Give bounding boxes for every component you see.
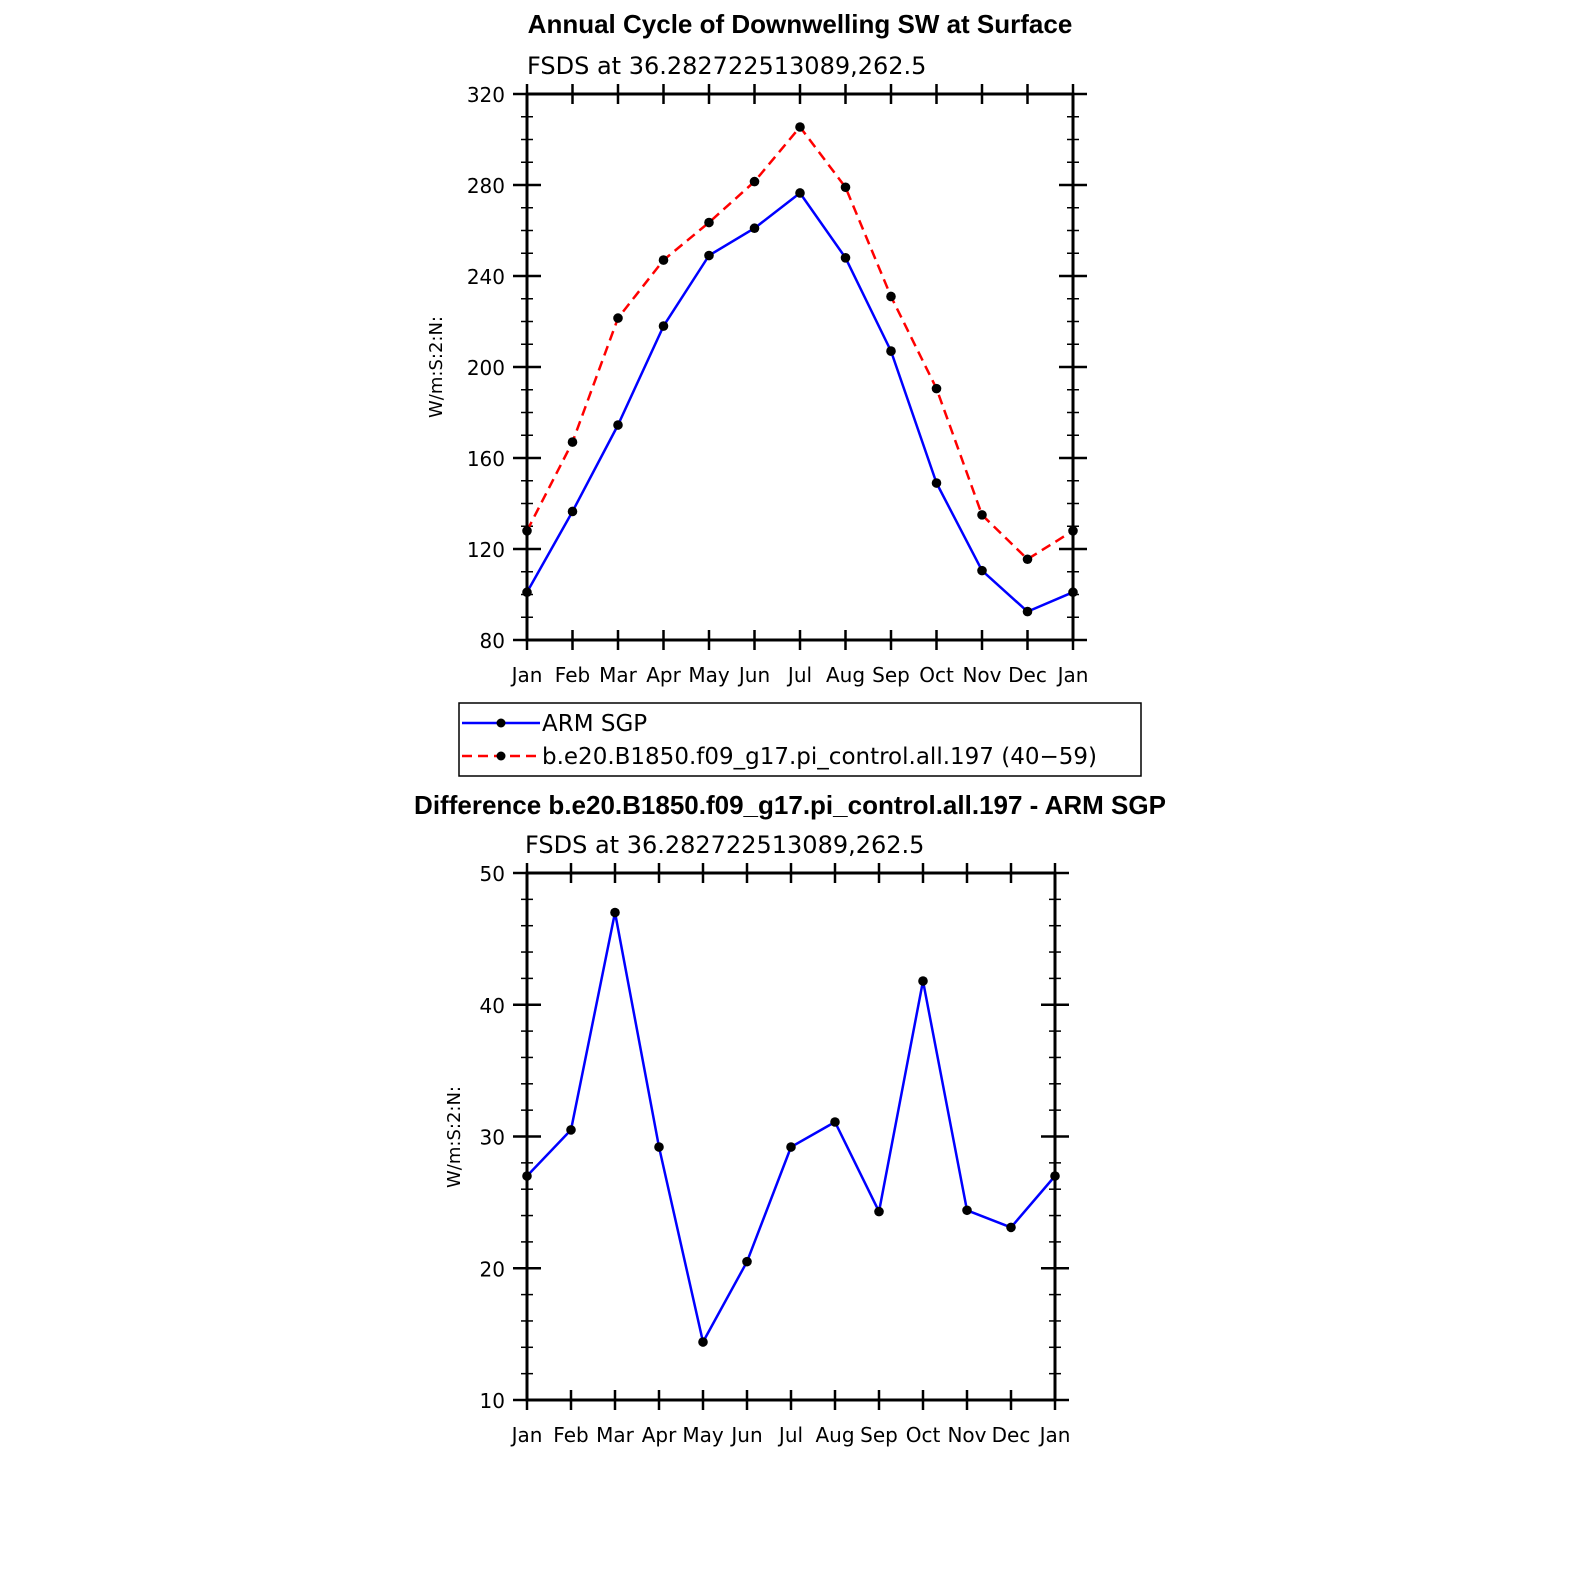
difference-chart: Difference b.e20.B1850.f09_g17.pi_contro… <box>414 790 1166 1447</box>
data-point <box>977 510 987 520</box>
data-point <box>567 506 578 517</box>
data-point <box>830 1117 840 1127</box>
plot-frame <box>525 871 1057 1402</box>
data-point <box>566 1125 576 1135</box>
series-line-0 <box>526 911 1056 1344</box>
chart-subtitle: FSDS at 36.282722513089,262.5 <box>527 52 926 80</box>
plot-frame <box>525 92 1075 642</box>
x-tick-label: Apr <box>642 1423 677 1447</box>
chart-title: Annual Cycle of Downwelling SW at Surfac… <box>528 9 1073 39</box>
data-point <box>658 321 669 331</box>
x-tick-label: Mar <box>596 1423 635 1447</box>
y-tick-label: 50 <box>480 862 505 886</box>
legend-marker-arm-sgp <box>496 718 506 728</box>
legend-box <box>458 702 1142 777</box>
x-tick-label: Dec <box>1008 663 1047 687</box>
x-tick-label: Aug <box>815 1423 854 1447</box>
y-tick-label: 40 <box>480 994 505 1018</box>
x-tick-label: Mar <box>599 663 638 687</box>
y-tick-label: 240 <box>467 265 505 289</box>
data-point <box>962 1205 972 1216</box>
y-tick-labels: 10 20 30 40 50 <box>480 862 505 1413</box>
x-tick-labels: Jan Feb Mar Apr May Jun Jul Aug Sep Oct Nov Dec Jan <box>510 663 1089 687</box>
x-tick-label: Nov <box>962 663 1001 687</box>
x-tick-label: Oct <box>919 663 954 687</box>
x-tick-label: Jul <box>786 663 812 687</box>
data-point <box>840 182 851 193</box>
data-point <box>704 250 714 261</box>
x-tick-label: Feb <box>555 663 590 687</box>
y-axis-label: W/m:S:2:N: <box>444 1086 465 1188</box>
x-tick-label: Jul <box>777 1423 803 1447</box>
y-tick-label: 280 <box>467 174 505 198</box>
chart-subtitle: FSDS at 36.282722513089,262.5 <box>525 831 924 859</box>
legend: ARM SGP b.e20.B1850.f09_g17.pi_control.a… <box>458 702 1142 777</box>
data-point <box>886 346 896 356</box>
series-lines <box>526 911 1056 1344</box>
data-point <box>1022 606 1033 617</box>
data-point <box>1022 554 1033 565</box>
x-tick-label: Sep <box>872 663 910 687</box>
data-point <box>613 420 623 430</box>
y-tick-label: 30 <box>480 1126 505 1150</box>
series-points <box>522 122 1078 617</box>
y-axis-label: W/m:S:2:N: <box>426 316 447 418</box>
x-tick-label: Feb <box>553 1423 588 1447</box>
data-point <box>840 252 851 263</box>
data-point <box>654 1142 664 1152</box>
x-tick-label: Dec <box>992 1423 1031 1447</box>
y-tick-label: 10 <box>480 1389 505 1413</box>
x-tick-label: Oct <box>906 1423 941 1447</box>
data-point <box>786 1142 796 1152</box>
chart-title: Difference b.e20.B1850.f09_g17.pi_contro… <box>414 790 1166 820</box>
data-point <box>742 1256 752 1267</box>
y-tick-label: 20 <box>480 1257 505 1281</box>
x-tick-label: Jun <box>737 663 770 687</box>
series-lines <box>525 125 1074 613</box>
x-tick-label: Apr <box>646 663 681 687</box>
data-point <box>1006 1222 1016 1233</box>
x-tick-label: Jan <box>510 663 543 687</box>
data-point <box>610 907 620 918</box>
legend-marker-model <box>496 751 506 761</box>
y-tick-label: 120 <box>467 538 505 562</box>
data-point <box>613 313 623 323</box>
data-point <box>931 383 942 394</box>
y-tick-labels: 80 120 160 200 240 280 320 <box>467 83 505 653</box>
data-point <box>918 976 928 986</box>
series-line-0 <box>525 191 1074 613</box>
x-tick-label: Jan <box>510 1423 543 1447</box>
tick-marks <box>513 863 1069 1410</box>
y-tick-label: 160 <box>467 447 505 471</box>
data-point <box>931 478 942 488</box>
legend-label-model: b.e20.B1850.f09_g17.pi_control.all.197 (… <box>542 744 1097 770</box>
x-tick-label: Jan <box>1038 1423 1071 1447</box>
data-point <box>886 291 896 302</box>
data-point <box>795 188 805 198</box>
x-tick-label: Aug <box>826 663 865 687</box>
x-tick-label: Jun <box>729 1423 762 1447</box>
data-point <box>795 122 805 132</box>
data-point <box>874 1206 884 1217</box>
data-point <box>749 223 760 234</box>
x-tick-label: Nov <box>947 1423 986 1447</box>
x-tick-label: Jan <box>1056 663 1089 687</box>
data-point <box>704 217 714 228</box>
y-tick-label: 80 <box>480 629 505 653</box>
data-point <box>977 565 987 576</box>
data-point <box>698 1337 708 1347</box>
x-tick-labels: Jan Feb Mar Apr May Jun Jul Aug Sep Oct Nov Dec Jan <box>510 1423 1071 1447</box>
data-point <box>749 176 760 187</box>
x-tick-label: May <box>682 1423 724 1447</box>
y-tick-label: 320 <box>467 83 505 107</box>
annual-cycle-chart: Annual Cycle of Downwelling SW at Surfac… <box>426 9 1088 687</box>
y-tick-label: 200 <box>467 356 505 380</box>
legend-label-arm-sgp: ARM SGP <box>542 711 647 737</box>
x-tick-label: May <box>688 663 730 687</box>
data-point <box>567 437 578 447</box>
data-point <box>658 255 669 265</box>
x-tick-label: Sep <box>860 1423 898 1447</box>
